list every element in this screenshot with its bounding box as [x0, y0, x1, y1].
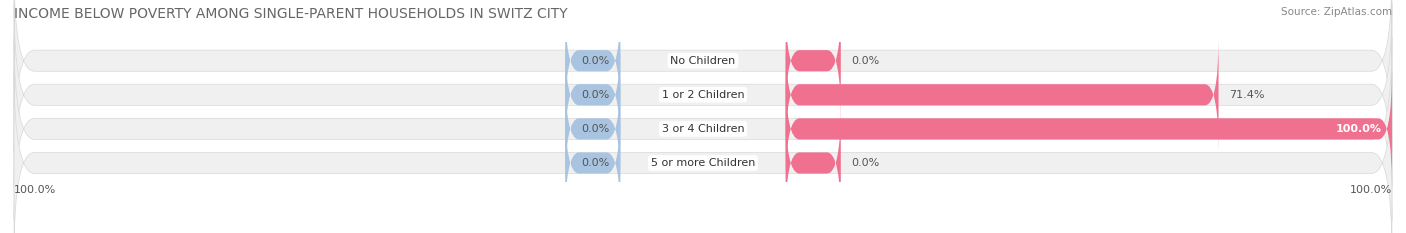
- Text: Source: ZipAtlas.com: Source: ZipAtlas.com: [1281, 7, 1392, 17]
- Text: 0.0%: 0.0%: [582, 158, 610, 168]
- FancyBboxPatch shape: [14, 37, 1392, 221]
- FancyBboxPatch shape: [786, 3, 841, 118]
- FancyBboxPatch shape: [14, 71, 1392, 233]
- FancyBboxPatch shape: [565, 37, 620, 152]
- Text: 0.0%: 0.0%: [582, 56, 610, 66]
- Text: 0.0%: 0.0%: [851, 158, 879, 168]
- FancyBboxPatch shape: [786, 105, 841, 221]
- Text: 100.0%: 100.0%: [1350, 185, 1392, 195]
- Text: 71.4%: 71.4%: [1229, 90, 1264, 100]
- Text: 0.0%: 0.0%: [851, 56, 879, 66]
- Text: 0.0%: 0.0%: [582, 124, 610, 134]
- Text: 3 or 4 Children: 3 or 4 Children: [662, 124, 744, 134]
- FancyBboxPatch shape: [565, 105, 620, 221]
- FancyBboxPatch shape: [565, 71, 620, 186]
- Text: 100.0%: 100.0%: [14, 185, 56, 195]
- Text: 100.0%: 100.0%: [1336, 124, 1382, 134]
- Text: 5 or more Children: 5 or more Children: [651, 158, 755, 168]
- FancyBboxPatch shape: [14, 0, 1392, 152]
- Text: 1 or 2 Children: 1 or 2 Children: [662, 90, 744, 100]
- FancyBboxPatch shape: [14, 3, 1392, 186]
- Text: No Children: No Children: [671, 56, 735, 66]
- FancyBboxPatch shape: [565, 3, 620, 118]
- Text: INCOME BELOW POVERTY AMONG SINGLE-PARENT HOUSEHOLDS IN SWITZ CITY: INCOME BELOW POVERTY AMONG SINGLE-PARENT…: [14, 7, 568, 21]
- FancyBboxPatch shape: [786, 71, 1392, 186]
- Legend: Single Father, Single Mother: Single Father, Single Mother: [596, 229, 810, 233]
- Text: 0.0%: 0.0%: [582, 90, 610, 100]
- FancyBboxPatch shape: [786, 37, 1219, 152]
